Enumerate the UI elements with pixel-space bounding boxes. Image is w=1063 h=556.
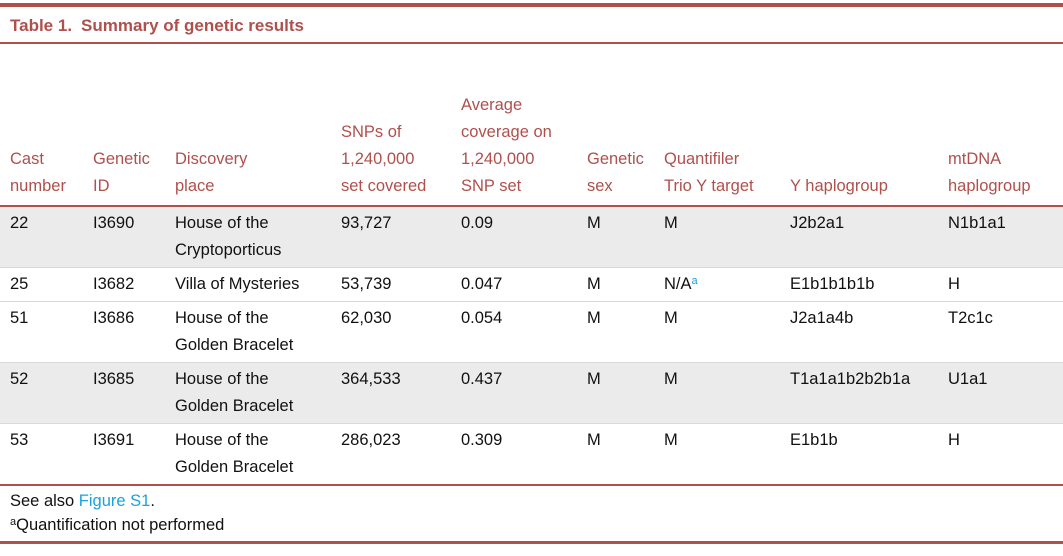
col-header-cast-number: Cast number <box>0 44 93 207</box>
cell-avg-coverage: 0.09 <box>461 214 494 232</box>
quantifiler-value: M <box>664 309 678 327</box>
table-title: Table 1. Summary of genetic results <box>0 7 1063 42</box>
cell-quantifiler: N/Aa <box>664 268 790 302</box>
cell-cast-number: 25 <box>10 275 29 293</box>
col-header-snps-covered: SNPs of 1,240,000 set covered <box>341 44 461 207</box>
col-header-y-haplogroup: Y haplogroup <box>790 44 948 207</box>
footer-rule <box>0 484 1063 486</box>
cell-genetic-sex: M <box>587 431 601 449</box>
title-rule <box>0 42 1063 44</box>
cell-y-haplogroup: E1b1b1b1b <box>790 275 875 293</box>
col-header-genetic-sex: Genetic sex <box>587 44 664 207</box>
top-rule <box>0 3 1063 7</box>
cell-snps-covered: 364,533 <box>341 370 401 388</box>
footnote-text: Quantification not performed <box>16 516 225 534</box>
cell-y-haplogroup: J2b2a1 <box>790 214 845 232</box>
cell-avg-coverage: 0.309 <box>461 431 503 449</box>
cell-mtdna-haplogroup: T2c1c <box>948 309 993 327</box>
cell-genetic-id: I3685 <box>93 370 135 388</box>
cell-genetic-id: I3682 <box>93 275 135 293</box>
table-row: 22 I3690 House of the Cryptoporticus 93,… <box>0 206 1063 268</box>
cell-y-haplogroup: T1a1a1b2b2b1a <box>790 370 911 388</box>
footnote-a-marker: a <box>10 516 17 528</box>
genetic-results-table: Cast number Genetic ID Discovery place S… <box>0 44 1063 484</box>
footnote-marker: a <box>691 275 698 287</box>
col-header-quantifiler: Quantifiler Trio Y target <box>664 44 790 207</box>
col-header-discovery-place: Discovery place <box>175 44 341 207</box>
cell-y-haplogroup: J2a1a4b <box>790 309 854 327</box>
cell-cast-number: 51 <box>10 309 29 327</box>
cell-discovery-place: House of the Golden Bracelet <box>175 309 294 354</box>
cell-avg-coverage: 0.047 <box>461 275 503 293</box>
cell-cast-number: 22 <box>10 214 29 232</box>
cell-quantifiler: M <box>664 302 790 363</box>
cell-y-haplogroup: E1b1b <box>790 431 838 449</box>
cell-avg-coverage: 0.437 <box>461 370 503 388</box>
cell-genetic-id: I3690 <box>93 214 135 232</box>
col-header-mtdna-haplogroup: mtDNA haplogroup <box>948 44 1063 207</box>
table-title-text: Summary of genetic results <box>81 16 305 35</box>
cell-mtdna-haplogroup: H <box>948 431 960 449</box>
cell-genetic-id: I3691 <box>93 431 135 449</box>
cell-cast-number: 53 <box>10 431 29 449</box>
col-header-genetic-id: Genetic ID <box>93 44 175 207</box>
table-row: 51 I3686 House of the Golden Bracelet 62… <box>0 301 1063 363</box>
cell-avg-coverage: 0.054 <box>461 309 503 327</box>
table-number-label: Table 1. <box>10 16 73 35</box>
cell-snps-covered: 93,727 <box>341 214 392 232</box>
quantifiler-value: M <box>664 214 678 232</box>
col-header-avg-coverage: Average coverage on 1,240,000 SNP set <box>461 44 587 207</box>
figure-s1-link[interactable]: Figure S1 <box>78 492 151 510</box>
cell-genetic-sex: M <box>587 214 601 232</box>
footnote-line: aQuantification not performed <box>10 513 1063 537</box>
cell-snps-covered: 62,030 <box>341 309 392 327</box>
cell-quantifiler: M <box>664 363 790 424</box>
cell-snps-covered: 53,739 <box>341 275 392 293</box>
cell-quantifiler: M <box>664 424 790 485</box>
cell-genetic-sex: M <box>587 370 601 388</box>
quantifiler-value: M <box>664 370 678 388</box>
cell-discovery-place: House of the Cryptoporticus <box>175 214 282 259</box>
header-row: Cast number Genetic ID Discovery place S… <box>0 44 1063 207</box>
cell-mtdna-haplogroup: N1b1a1 <box>948 214 1006 232</box>
table-figure: Table 1. Summary of genetic results Cast … <box>0 3 1063 544</box>
cell-discovery-place: Villa of Mysteries <box>175 275 300 293</box>
cell-genetic-id: I3686 <box>93 309 135 327</box>
cell-mtdna-haplogroup: U1a1 <box>948 370 988 388</box>
cell-discovery-place: House of the Golden Bracelet <box>175 431 294 476</box>
cell-genetic-sex: M <box>587 309 601 327</box>
see-also-text: See also <box>10 492 79 510</box>
table-row: 53 I3691 House of the Golden Bracelet 28… <box>0 423 1063 485</box>
quantifiler-value: M <box>664 431 678 449</box>
cell-genetic-sex: M <box>587 275 601 293</box>
table-footer: See also Figure S1. aQuantification not … <box>0 486 1063 537</box>
quantifiler-value: N/A <box>664 275 692 293</box>
cell-discovery-place: House of the Golden Bracelet <box>175 370 294 415</box>
cell-cast-number: 52 <box>10 370 29 388</box>
bottom-rule <box>0 541 1063 544</box>
table-row: 52 I3685 House of the Golden Bracelet 36… <box>0 362 1063 424</box>
cell-mtdna-haplogroup: H <box>948 275 960 293</box>
see-also-line: See also Figure S1. <box>10 489 1063 513</box>
cell-snps-covered: 286,023 <box>341 431 401 449</box>
cell-quantifiler: M <box>664 206 790 268</box>
table-row: 25 I3682 Villa of Mysteries 53,739 0.047… <box>0 267 1063 302</box>
see-also-period: . <box>150 492 155 510</box>
